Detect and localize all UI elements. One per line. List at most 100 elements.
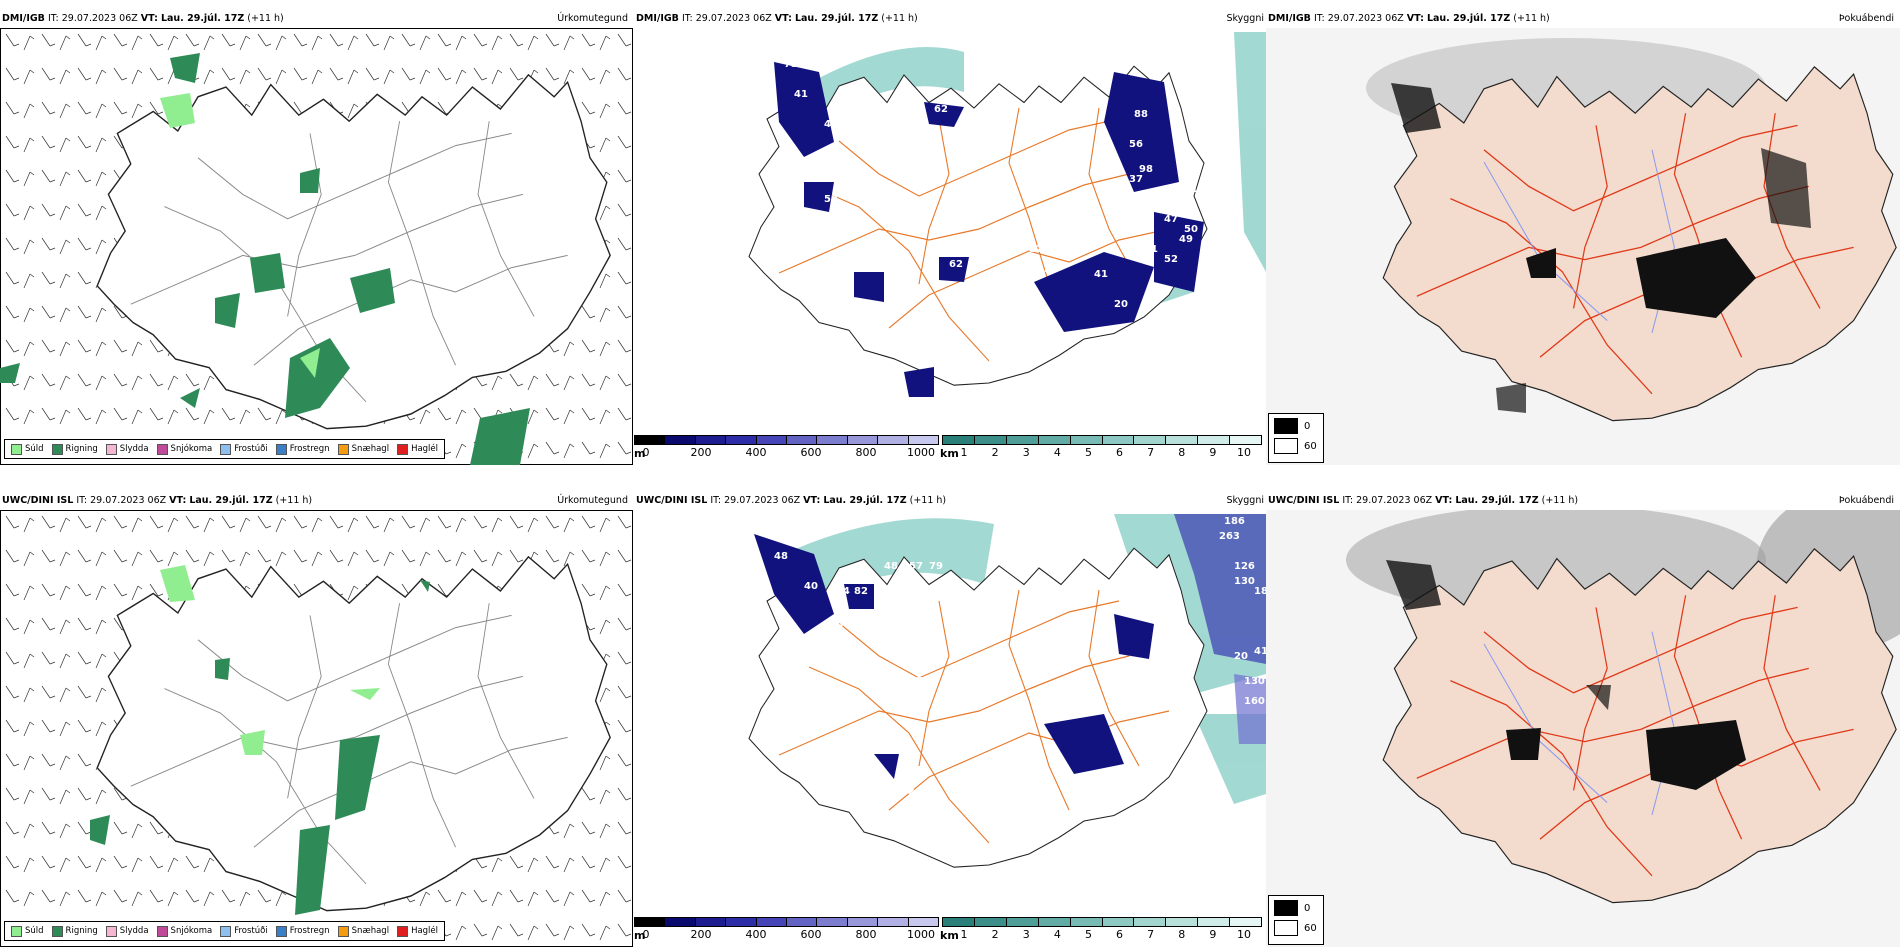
- swatch: [220, 443, 232, 455]
- colorbar-tick: 800: [855, 446, 877, 459]
- colorbar-cell: [756, 436, 788, 444]
- colorbar-tick: 2: [991, 928, 999, 941]
- legend-item-frostudi: Frostúði: [220, 925, 268, 937]
- colorbar-cell: [943, 918, 975, 926]
- fog-panel-row0: DMI/IGB IT: 29.07.2023 06Z VT: Lau. 29.j…: [1266, 10, 1900, 465]
- visibility-value-label: 43: [984, 279, 998, 290]
- fog-title: Þokuábendi: [1838, 13, 1894, 24]
- colorbar-cell: [974, 918, 1007, 926]
- visibility-value-label: 160: [1244, 696, 1265, 707]
- colorbar-cell: [756, 918, 788, 926]
- swatch: [11, 925, 22, 937]
- colorbar-cell: [665, 918, 696, 926]
- visibility-colorbar-strip: [942, 435, 1262, 445]
- colorbar-tick: 6: [1116, 446, 1124, 459]
- colorbar-cell: [1102, 436, 1135, 444]
- colorbar-cell: [1166, 918, 1199, 926]
- legend-item-sudl: Súld: [11, 443, 44, 455]
- legend-item-sudl: Súld: [11, 925, 44, 937]
- colorbar-tick: 9: [1209, 928, 1217, 941]
- visibility-value-label: 130: [1244, 676, 1265, 687]
- colorbar-cell: [878, 436, 909, 444]
- colorbar-tick: 600: [800, 928, 822, 941]
- visibility-value-label: 55: [894, 279, 908, 290]
- colorbar-tick: 200: [690, 928, 712, 941]
- precip-map[interactable]: [0, 28, 634, 465]
- fog-map[interactable]: [1266, 28, 1900, 465]
- visibility-value-label: 79: [929, 561, 943, 572]
- colorbar-cell: [1230, 918, 1262, 926]
- colorbar-tick: 2: [991, 446, 999, 459]
- fog-legend: 0 60: [1268, 895, 1324, 945]
- visibility-value-label: 54: [979, 776, 993, 787]
- fog-map[interactable]: [1266, 510, 1900, 947]
- legend-item-snaehagl: Snæhagl: [337, 443, 389, 455]
- visibility-value-label: 51: [1184, 184, 1198, 195]
- visibility-value-label: 90: [809, 229, 823, 240]
- colorbar-tick: 3: [1022, 928, 1030, 941]
- colorbar-tick: 8: [1178, 446, 1186, 459]
- colorbar-tick: 9: [1209, 446, 1217, 459]
- height-colorbar-strip: [634, 917, 939, 927]
- height-unit: m: [634, 447, 646, 460]
- colorbar-cell: [1038, 436, 1071, 444]
- visibility-value-label: 83: [849, 124, 863, 135]
- visibility-value-label: 47: [1164, 214, 1178, 225]
- swatch: [51, 925, 63, 937]
- panel-header: DMI/IGB IT: 29.07.2023 06Z VT: Lau. 29.j…: [2, 13, 284, 24]
- height-colorbar-ticks: 0 200 400 600 800 1000: [643, 445, 939, 459]
- visibility-value-label: 152: [894, 786, 915, 797]
- swatch: [51, 443, 63, 455]
- colorbar-cell: [878, 918, 909, 926]
- legend-item-snaehagl: Snæhagl: [337, 925, 389, 937]
- colorbar-tick: 4: [1053, 446, 1061, 459]
- visibility-value-label: 40: [829, 621, 843, 632]
- colorbar-tick: 800: [855, 928, 877, 941]
- visibility-value-label: 62: [949, 259, 963, 270]
- colorbar-cell: [1198, 436, 1231, 444]
- colorbar-cell: [1006, 918, 1039, 926]
- colorbar-cell: [635, 436, 666, 444]
- precip-map[interactable]: [0, 510, 634, 947]
- swatch: [220, 925, 232, 937]
- legend-item-slydda: Slydda: [105, 443, 149, 455]
- rain-areas: [0, 53, 530, 465]
- visibility-value-label: 90: [919, 796, 933, 807]
- fog-legend-item-60: 60: [1274, 438, 1318, 454]
- colorbar-cell: [847, 436, 879, 444]
- legend-item-frostregn: Frostregn: [275, 925, 330, 937]
- swatch: [156, 925, 168, 937]
- legend-item-rigning: Rigning: [51, 925, 98, 937]
- colorbar-tick: 1000: [907, 446, 935, 459]
- panel-header: UWC/DINI ISL IT: 29.07.2023 06Z VT: Lau.…: [1268, 495, 1579, 506]
- colorbar-cell: [695, 918, 727, 926]
- legend-item-slydda: Slydda: [105, 925, 149, 937]
- visibility-value-label: 40: [824, 119, 838, 130]
- fog-legend: 0 60: [1268, 413, 1324, 463]
- visibility-colorbar-strip: [942, 917, 1262, 927]
- swatch: [1274, 900, 1298, 916]
- visibility-value-label: 186: [1224, 516, 1245, 527]
- visibility-colorbar: 1 2 3 4 5 6 7 8 9 10: [942, 435, 1262, 459]
- swatch: [105, 443, 117, 455]
- visibility-panel-row0: DMI/IGB IT: 29.07.2023 06Z VT: Lau. 29.j…: [634, 10, 1266, 465]
- visibility-title: Skyggni: [1226, 495, 1264, 506]
- swatch: [275, 925, 287, 937]
- colorbar-cell: [1038, 918, 1071, 926]
- visibility-value-label: 41: [1254, 646, 1266, 657]
- visibility-value-label: 126: [1234, 561, 1255, 572]
- visibility-value-label: 130: [1234, 576, 1255, 587]
- colorbar-cell: [1198, 918, 1231, 926]
- visibility-value-label: 57: [909, 561, 923, 572]
- swatch: [1274, 438, 1298, 454]
- visibility-value-label: 41: [1094, 269, 1108, 280]
- legend-item-snjokoma: Snjókoma: [156, 925, 212, 937]
- visibility-title: Skyggni: [1226, 13, 1264, 24]
- visibility-value-label: 62: [934, 104, 948, 115]
- visibility-value-label: 182: [1254, 586, 1266, 597]
- colorbar-cell: [1230, 436, 1262, 444]
- legend-item-frostudi: Frostúði: [220, 443, 268, 455]
